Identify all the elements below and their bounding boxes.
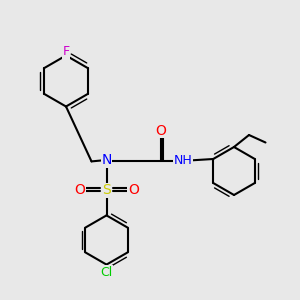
Text: O: O bbox=[74, 184, 85, 197]
Text: Cl: Cl bbox=[100, 266, 112, 279]
Text: NH: NH bbox=[174, 154, 192, 167]
Text: N: N bbox=[101, 154, 112, 167]
Text: S: S bbox=[102, 184, 111, 197]
Text: F: F bbox=[62, 45, 70, 58]
Text: O: O bbox=[128, 184, 139, 197]
Text: O: O bbox=[155, 124, 166, 137]
